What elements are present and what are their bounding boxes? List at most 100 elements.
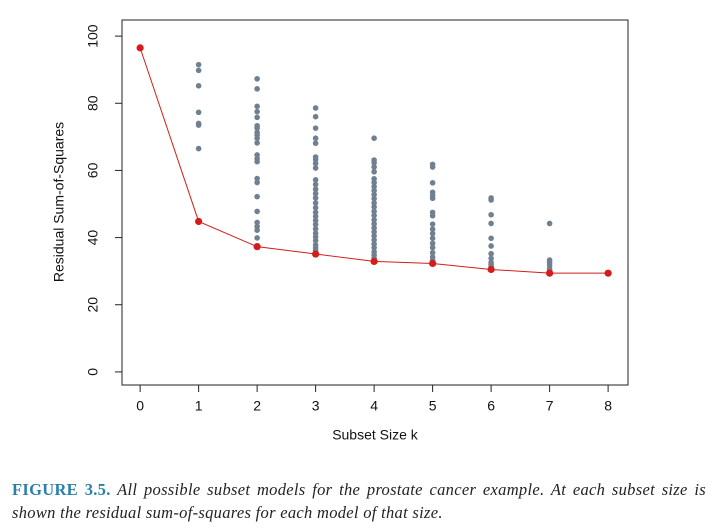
subset-point [429, 212, 436, 219]
subset-point [254, 114, 260, 121]
subset-point [429, 226, 436, 232]
subset-point [371, 237, 377, 243]
subset-point [195, 109, 202, 116]
best-subset-point [487, 265, 495, 274]
subset-point [312, 190, 319, 197]
subset-point [312, 209, 319, 216]
subset-point [312, 226, 319, 232]
best-subset-point [370, 257, 378, 266]
x-tick-label: 4 [370, 398, 378, 414]
subset-point [254, 135, 260, 141]
y-tick-label: 0 [85, 368, 101, 376]
subset-point [488, 250, 494, 257]
subset-point [371, 208, 377, 215]
subset-point [312, 125, 319, 131]
subset-point [312, 181, 319, 188]
best-subset-point [195, 217, 203, 226]
subset-point [312, 135, 319, 141]
subset-point [312, 200, 319, 206]
best-subset-point [312, 250, 320, 258]
caption-text: All possible subset models for the prost… [12, 480, 706, 522]
subset-point [429, 164, 436, 170]
x-tick-label: 7 [546, 398, 554, 414]
y-tick-label: 40 [85, 230, 101, 246]
subset-point [312, 217, 319, 224]
chart: Subset Size k Residual Sum-of-Squares 0 1… [51, 19, 629, 443]
subset-point [195, 67, 202, 74]
subset-point [371, 159, 377, 166]
subset-point [371, 244, 377, 251]
y-tick-label: 20 [85, 297, 101, 313]
subset-point [254, 235, 260, 241]
x-tick-label: 3 [312, 398, 320, 414]
subset-point [546, 220, 553, 227]
subset-point [254, 158, 260, 165]
subset-point [312, 177, 319, 183]
subset-point [488, 197, 494, 203]
subset-point [429, 235, 436, 242]
caption: FIGURE 3.5. All possible subset models f… [12, 478, 706, 524]
x-tick-label: 1 [195, 398, 203, 414]
subset-point [371, 233, 377, 239]
subset-point [195, 83, 202, 89]
best-subset-point [546, 269, 554, 277]
x-tick-label: 2 [253, 398, 261, 414]
subset-point [429, 221, 436, 227]
subset-point [488, 243, 494, 249]
subset-point [371, 216, 377, 223]
x-axis-label: Subset Size k [332, 427, 419, 443]
best-subset-point [136, 44, 144, 52]
subset-point [371, 187, 377, 194]
subset-point [371, 164, 377, 170]
subset-point [312, 165, 319, 171]
subset-point [429, 240, 436, 247]
subset-point [254, 227, 260, 234]
subset-point [254, 86, 260, 92]
subset-point [371, 168, 377, 175]
subset-point [312, 213, 319, 220]
y-tick-label: 100 [85, 24, 101, 48]
subset-point [254, 75, 260, 82]
subset-point [312, 105, 319, 111]
subset-point [312, 186, 319, 193]
subset-point [488, 211, 494, 218]
subset-point [195, 122, 202, 128]
subset-point [488, 220, 494, 227]
x-tick-label: 6 [487, 398, 495, 414]
subset-point [312, 195, 319, 201]
subset-point [312, 221, 319, 228]
subset-point [254, 103, 260, 110]
subset-point [488, 235, 494, 242]
subset-point [312, 160, 319, 167]
subset-point [312, 113, 319, 120]
subset-point [371, 191, 377, 198]
y-tick-label: 60 [85, 162, 101, 178]
caption-label: FIGURE 3.5. [12, 480, 111, 499]
subset-point [371, 212, 377, 219]
subset-point [371, 221, 377, 227]
subset-point [312, 204, 319, 211]
subset-point [312, 140, 319, 147]
y-tick-label: 80 [85, 95, 101, 111]
subset-point [254, 140, 260, 146]
subset-point [312, 237, 319, 244]
best-subset-point [429, 259, 437, 268]
subset-point [371, 204, 377, 210]
best-subset-point [604, 269, 612, 277]
x-tick-label: 0 [136, 398, 144, 414]
subset-point [488, 255, 494, 262]
subset-point [195, 61, 202, 68]
x-tick-label: 8 [604, 398, 612, 414]
subset-point [429, 180, 436, 186]
subset-point [254, 219, 260, 226]
subset-point [429, 230, 436, 237]
subset-point [371, 195, 377, 202]
subset-point [371, 229, 377, 235]
subset-point [254, 175, 260, 182]
subset-point [371, 225, 377, 231]
subset-point [371, 200, 377, 206]
plot-frame [121, 19, 629, 386]
subset-point [254, 108, 260, 115]
y-axis-label: Residual Sum-of-Squares [51, 122, 67, 282]
